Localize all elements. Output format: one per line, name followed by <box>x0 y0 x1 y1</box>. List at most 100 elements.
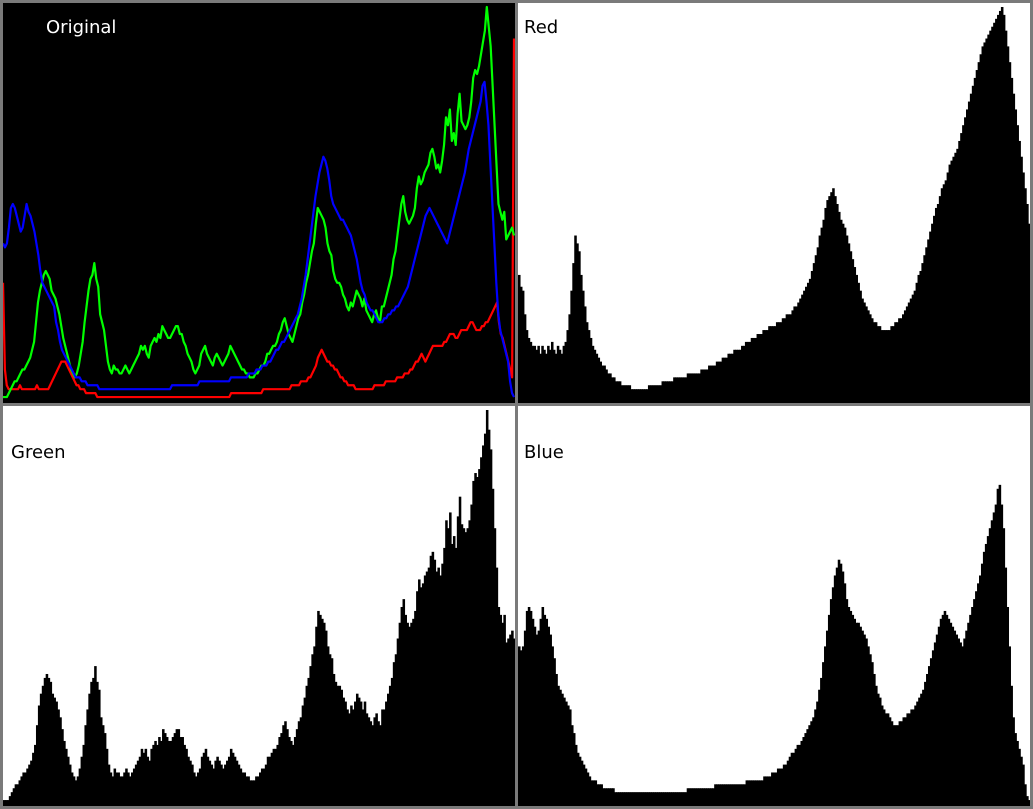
blue-bin <box>641 792 645 806</box>
green-bin <box>191 764 194 806</box>
red-bin <box>834 196 837 403</box>
red-bin <box>599 361 602 403</box>
blue-bin <box>1004 567 1008 806</box>
green-bin <box>57 709 60 806</box>
red-bin <box>900 318 903 403</box>
green-bin <box>423 575 427 806</box>
red-bin <box>746 341 750 403</box>
green-bin <box>491 488 495 806</box>
blue-bin <box>623 792 627 806</box>
green-bin <box>8 796 12 806</box>
blue-bin <box>545 618 549 806</box>
red-bin <box>938 196 942 403</box>
blue-bin <box>574 744 578 806</box>
red-bin <box>713 365 717 403</box>
blue-bin <box>1024 784 1027 806</box>
green-bin <box>117 772 120 806</box>
green-bin <box>383 709 386 806</box>
green-bin <box>435 571 439 806</box>
red-bin <box>735 349 738 403</box>
red-bin <box>851 259 855 403</box>
red-bin <box>925 247 928 403</box>
green-bin <box>441 563 444 806</box>
red-bin <box>696 373 699 403</box>
blue-bin <box>953 630 957 806</box>
red-bin <box>717 361 721 403</box>
green-bin <box>507 638 510 806</box>
red-bin <box>533 345 537 403</box>
red-bin <box>847 243 851 403</box>
blue-bin <box>867 646 870 806</box>
blue-bin <box>1018 748 1021 806</box>
green-bin <box>410 622 413 806</box>
green-bin <box>177 729 181 806</box>
blue-bin <box>729 784 733 806</box>
blue-bin <box>598 784 601 806</box>
green-bin <box>245 776 248 806</box>
green-bin <box>324 630 328 806</box>
blue-bin <box>986 536 990 806</box>
green-bin <box>259 772 262 806</box>
red-bin <box>1010 77 1014 403</box>
red-bin <box>969 93 973 403</box>
green-bin <box>173 733 177 806</box>
red-bin <box>779 322 783 403</box>
red-bin <box>882 330 886 403</box>
green-bin <box>12 788 16 806</box>
green-bin <box>90 681 93 806</box>
red-bin <box>562 345 566 403</box>
blue-bin <box>912 709 915 806</box>
blue-bin <box>604 788 607 806</box>
green-bin <box>431 551 435 806</box>
green-bin <box>105 748 109 806</box>
blue-bin <box>602 788 605 806</box>
green-bin <box>398 622 402 806</box>
green-bin <box>388 685 392 806</box>
blue-bin <box>841 571 845 806</box>
red-bin <box>997 14 1000 403</box>
green-bin <box>272 748 276 806</box>
red-bin <box>896 322 899 403</box>
blue-bin <box>639 792 643 806</box>
blue-bin <box>980 563 984 806</box>
red-bin <box>886 330 890 403</box>
red-bin <box>748 341 752 403</box>
green-bin <box>92 677 95 806</box>
green-bin <box>437 567 440 806</box>
red-bin <box>983 42 986 403</box>
red-bin <box>708 365 711 403</box>
blue-bin <box>531 618 535 806</box>
red-bin <box>917 274 921 403</box>
blue-line <box>3 80 515 398</box>
green-bin <box>418 579 421 806</box>
green-bin <box>282 725 285 806</box>
blue-bin <box>747 780 751 806</box>
blue-bin <box>751 780 754 806</box>
red-bin <box>527 337 531 403</box>
green-bin <box>22 772 25 806</box>
red-bin <box>911 294 915 403</box>
green-bin <box>220 764 223 806</box>
red-bin <box>950 160 954 403</box>
red-bin <box>768 326 771 403</box>
red-bin <box>519 286 523 403</box>
red-bin <box>688 373 692 403</box>
red-bin <box>849 251 853 403</box>
red-bin <box>547 345 550 403</box>
red-bin <box>523 314 527 403</box>
blue-bin <box>561 693 564 806</box>
red-bin <box>888 330 891 403</box>
green-bin <box>214 760 217 806</box>
green-bin <box>344 701 347 806</box>
red-bin <box>574 235 577 403</box>
green-bin <box>70 772 74 806</box>
blue-bin <box>620 792 623 806</box>
green-bin <box>28 764 31 806</box>
red-bin <box>830 192 833 403</box>
blue-bin <box>594 780 598 806</box>
red-bin <box>946 172 950 403</box>
green-bin <box>305 685 309 806</box>
blue-bin <box>957 638 960 806</box>
red-bin <box>593 349 597 403</box>
blue-bin <box>998 484 1002 806</box>
